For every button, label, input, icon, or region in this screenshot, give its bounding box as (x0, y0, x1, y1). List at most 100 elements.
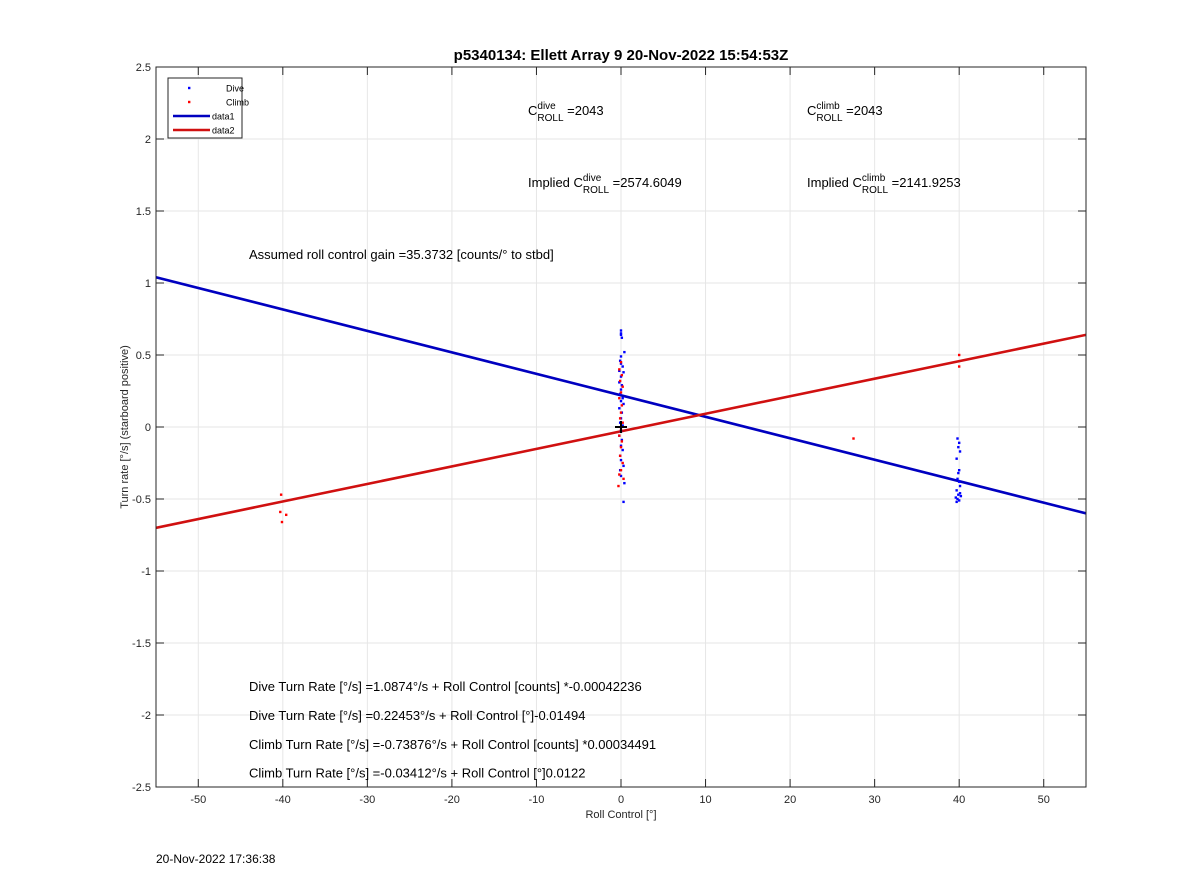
x-tick-label: 50 (1038, 794, 1050, 806)
data-point-climb (621, 385, 624, 388)
legend-label-climb: Climb (226, 98, 249, 108)
data-point-climb (621, 421, 624, 424)
annotation-gain: Assumed roll control gain =35.3732 [coun… (249, 247, 554, 262)
data-point-dive (622, 500, 625, 504)
annotation-eq2: Dive Turn Rate [°/s] =0.22453°/s + Roll … (249, 708, 585, 723)
annotation-eq4: Climb Turn Rate [°/s] =-0.03412°/s + Rol… (249, 766, 585, 781)
data-point-dive (956, 437, 959, 440)
footer-timestamp: 20-Nov-2022 17:36:38 (156, 852, 276, 866)
legend-box (167, 77, 243, 139)
annotation-eq3: Climb Turn Rate [°/s] =-0.73876°/s + Rol… (249, 737, 656, 752)
legend-label-data1: data1 (212, 112, 235, 122)
data-point-dive (957, 471, 960, 475)
data-point-dive (621, 424, 624, 427)
data-point-dive (619, 458, 623, 462)
data-point-dive (956, 477, 959, 481)
x-tick-label: -50 (190, 794, 206, 806)
data-point-dive (957, 480, 961, 483)
x-tick-label: 10 (699, 794, 711, 806)
annotation-c-climb: Cclimb ROLL =2043 (807, 101, 883, 124)
x-tick-label: 30 (869, 794, 881, 806)
data-point-dive (955, 457, 958, 460)
data-point-climb (279, 510, 282, 514)
data-point-climb (620, 373, 624, 377)
data-point-climb (618, 368, 621, 371)
data-point-dive (618, 381, 621, 384)
data-point-dive (957, 493, 960, 496)
data-point-climb (620, 404, 624, 407)
legend-marker-climb (188, 100, 191, 104)
data-point-climb (619, 411, 623, 414)
data-point-dive (619, 362, 623, 365)
y-tick-label: 1 (145, 278, 151, 290)
data-point-climb (622, 477, 625, 481)
y-tick-label: -0.5 (132, 494, 151, 506)
data-point-dive (619, 333, 623, 337)
data-point-dive (957, 441, 961, 445)
data-point-dive (619, 329, 623, 332)
legend: Dive Climb data1 data2 (167, 77, 249, 139)
x-tick-label: -20 (444, 794, 460, 806)
data-point-dive (622, 402, 625, 406)
data-point-climb (619, 361, 623, 364)
legend-marker-dive (188, 86, 191, 90)
y-tick-label: -1 (141, 566, 151, 578)
data-point-climb (279, 493, 283, 496)
data-point-dive (618, 369, 621, 373)
data-point-dive (957, 469, 961, 472)
plot-area (156, 275, 1086, 530)
data-point-dive (621, 448, 624, 452)
series-line-data1 (156, 275, 1086, 515)
data-point-dive (958, 492, 962, 495)
y-tick-label: 0.5 (136, 350, 151, 362)
data-point-climb (618, 417, 622, 420)
chart-title: p5340134: Ellett Array 9 20-Nov-2022 15:… (454, 47, 789, 64)
y-tick-label: 2.5 (136, 62, 151, 74)
y-tick-label: 0 (145, 422, 151, 434)
x-tick-label: 40 (953, 794, 965, 806)
data-point-dive (957, 499, 961, 502)
data-point-dive (619, 444, 623, 447)
data-point-dive (956, 497, 959, 501)
y-tick-label: 1.5 (136, 206, 151, 218)
data-point-dive (958, 450, 962, 453)
data-point-climb (617, 484, 620, 488)
data-point-dive (623, 481, 626, 485)
data-point-dive (955, 489, 958, 492)
mean-marker (615, 421, 627, 433)
data-point-dive (620, 384, 624, 387)
data-point-dive (619, 388, 623, 391)
x-tick-label: 0 (618, 794, 624, 806)
data-point-climb (285, 513, 288, 517)
data-point-dive (620, 336, 624, 339)
data-point-climb (621, 461, 624, 465)
data-point-dive (618, 392, 622, 396)
annotation-implied-climb: Implied Cclimb ROLL =2141.9253 (807, 173, 961, 196)
data-point-dive (959, 494, 963, 498)
data-point-dive (620, 438, 624, 442)
legend-label-data2: data2 (212, 126, 235, 136)
legend-label-dive: Dive (226, 84, 244, 94)
data-point-dive (619, 332, 623, 335)
annotation-implied-dive: Implied Cdive ROLL =2574.6049 (528, 173, 682, 196)
data-point-dive (955, 500, 958, 504)
data-point-climb (618, 397, 621, 400)
y-tick-label: -2.5 (132, 782, 151, 794)
data-point-dive (619, 355, 623, 358)
data-point-climb (618, 434, 621, 437)
data-point-dive (957, 445, 960, 449)
y-axis-label: Turn rate [°/s] (starboard positive) (119, 345, 131, 509)
data-point-dive (954, 496, 957, 499)
data-point-dive (619, 474, 623, 478)
data-point-dive (622, 464, 625, 468)
x-tick-label: -30 (359, 794, 375, 806)
x-tick-label: 20 (784, 794, 796, 806)
data-point-dive (618, 407, 621, 410)
data-point-climb (619, 445, 623, 449)
y-tick-label: -1.5 (132, 638, 151, 650)
x-axis-label: Roll Control [°] (585, 809, 656, 821)
data-point-dive (623, 350, 626, 354)
data-point-dive (618, 359, 622, 362)
data-point-climb (618, 379, 622, 383)
data-point-climb (280, 520, 284, 524)
